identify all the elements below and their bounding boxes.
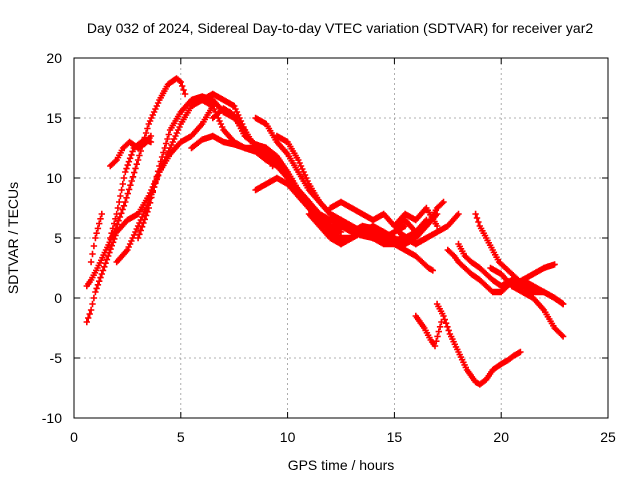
- series-pass-21: [395, 210, 462, 248]
- data-markers: [87, 210, 105, 266]
- series-pass-24: [444, 246, 511, 296]
- data-markers: [472, 210, 528, 290]
- x-tick-label: 0: [70, 429, 78, 445]
- series-pass-22: [412, 312, 445, 350]
- chart-title: Day 032 of 2024, Sidereal Day-to-day VTE…: [87, 20, 593, 36]
- series-pass-19: [348, 222, 436, 274]
- data-markers: [391, 204, 441, 230]
- y-tick-label: -5: [50, 350, 63, 366]
- x-tick-label: 5: [177, 429, 185, 445]
- data-series-layer: [83, 75, 567, 388]
- series-pass-23: [433, 300, 524, 388]
- data-markers: [412, 312, 445, 350]
- x-axis-label: GPS time / hours: [288, 457, 395, 473]
- data-markers: [348, 222, 436, 274]
- plot-frame: [73, 57, 609, 419]
- series-pass-1: [83, 75, 189, 290]
- series-pass-5: [107, 132, 155, 170]
- data-markers: [395, 210, 462, 248]
- series-pass-29: [519, 276, 567, 308]
- series-pass-20: [391, 204, 441, 230]
- series-pass-26: [472, 210, 528, 290]
- data-markers: [107, 132, 155, 170]
- y-tick-label: 0: [54, 290, 62, 306]
- data-markers: [83, 75, 189, 290]
- data-markers: [519, 276, 567, 308]
- y-tick-label: 10: [46, 170, 62, 186]
- y-tick-label: 5: [54, 230, 62, 246]
- series-pass-3: [87, 210, 105, 266]
- y-tick-label: 15: [46, 110, 62, 126]
- x-tick-label: 15: [387, 429, 403, 445]
- x-tick-label: 10: [280, 429, 296, 445]
- x-tick-label: 25: [600, 429, 616, 445]
- data-markers: [433, 300, 524, 388]
- x-tick-label: 20: [493, 429, 509, 445]
- y-tick-label: 20: [46, 50, 62, 66]
- axis-ticks: 0 5 10 15 20 25 -10 -5 0 5 10 15 20: [42, 50, 616, 445]
- y-axis-label: SDTVAR / TECUs: [5, 182, 21, 294]
- data-markers: [444, 246, 511, 296]
- y-tick-label: -10: [42, 410, 62, 426]
